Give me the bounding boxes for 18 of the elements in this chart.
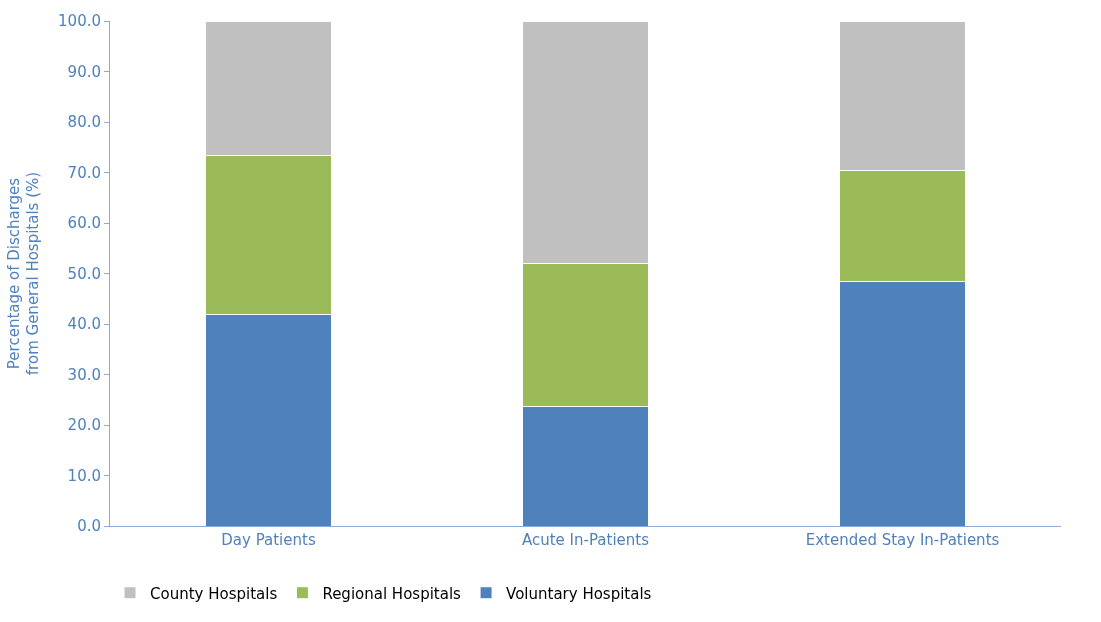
y-tick-label: 90.0 <box>67 62 101 81</box>
x-tick-label: Acute In-Patients <box>521 531 650 549</box>
y-tick-label: 10.0 <box>67 466 101 485</box>
legend-label: County Hospitals <box>150 584 278 603</box>
y-tick-label: 80.0 <box>67 113 101 132</box>
y-tick-label: 100.0 <box>58 12 101 31</box>
y-tick-label: 20.0 <box>67 416 101 435</box>
x-tick-label: Extended Stay In-Patients <box>805 531 1000 549</box>
y-tick-label: 50.0 <box>67 264 101 283</box>
y-tick-label: 70.0 <box>67 163 101 182</box>
y-axis-title: Percentage of Discharges from General Hospitals (%) <box>4 171 43 376</box>
y-tick-label: 40.0 <box>67 315 101 334</box>
y-tick-label: 30.0 <box>67 365 101 384</box>
legend-label: Voluntary Hospitals <box>506 584 652 603</box>
legend-label: Regional Hospitals <box>322 584 462 603</box>
y-tick-label: 60.0 <box>67 214 101 233</box>
x-tick-label: Day Patients <box>221 531 316 549</box>
y-tick-label: 0.0 <box>77 517 101 536</box>
